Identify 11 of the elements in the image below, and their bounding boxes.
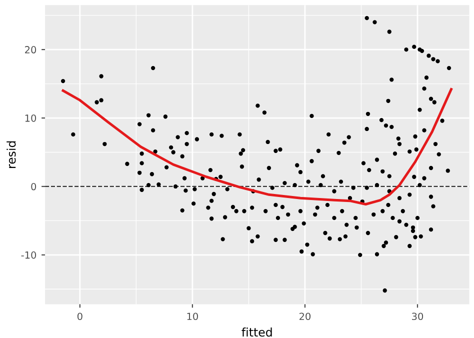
x-axis-title: fitted [242,328,272,337]
y-tick-label: 20 [25,46,36,54]
x-tick-label: 20 [299,312,311,320]
x-tick-label: 30 [412,312,424,320]
y-tick-label: -10 [21,251,36,259]
y-axis-title: resid [6,141,16,168]
y-tick-label: 10 [25,114,36,122]
line-series [62,88,453,206]
x-tick-label: 10 [187,312,198,320]
y-tick-label: 0 [31,182,36,190]
x-tick-label: 0 [77,312,82,320]
